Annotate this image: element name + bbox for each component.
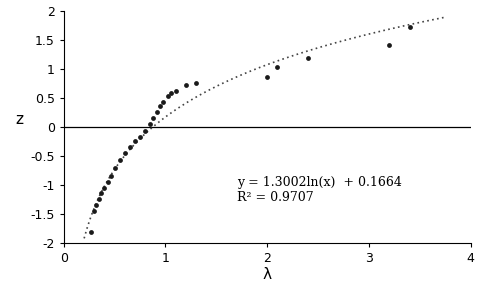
Point [104,179,111,184]
Point [97,191,105,196]
Point [87,230,95,234]
Point [90,209,98,213]
Text: y = 1.3002ln(x)  + 0.1664
R² = 0.9707: y = 1.3002ln(x) + 0.1664 R² = 0.9707 [237,176,402,204]
Point [116,158,123,162]
Point [164,94,171,99]
Point [156,104,164,109]
Point [167,91,174,95]
Point [264,75,271,79]
Point [96,197,103,201]
Point [121,150,129,155]
Point [154,110,161,114]
Y-axis label: z: z [15,111,23,127]
Point [182,83,190,87]
Point [274,65,281,70]
Point [111,166,119,171]
Point [141,129,149,134]
X-axis label: λ: λ [263,268,272,283]
Point [385,43,393,48]
Point [93,203,100,207]
Point [304,56,312,60]
Point [131,139,139,143]
Point [406,24,413,29]
Point [136,135,144,139]
Point [192,81,200,85]
Point [101,185,108,190]
Point [149,115,157,120]
Point [107,174,114,178]
Point [172,88,180,93]
Point [126,145,134,149]
Point [146,122,154,126]
Point [159,99,167,104]
